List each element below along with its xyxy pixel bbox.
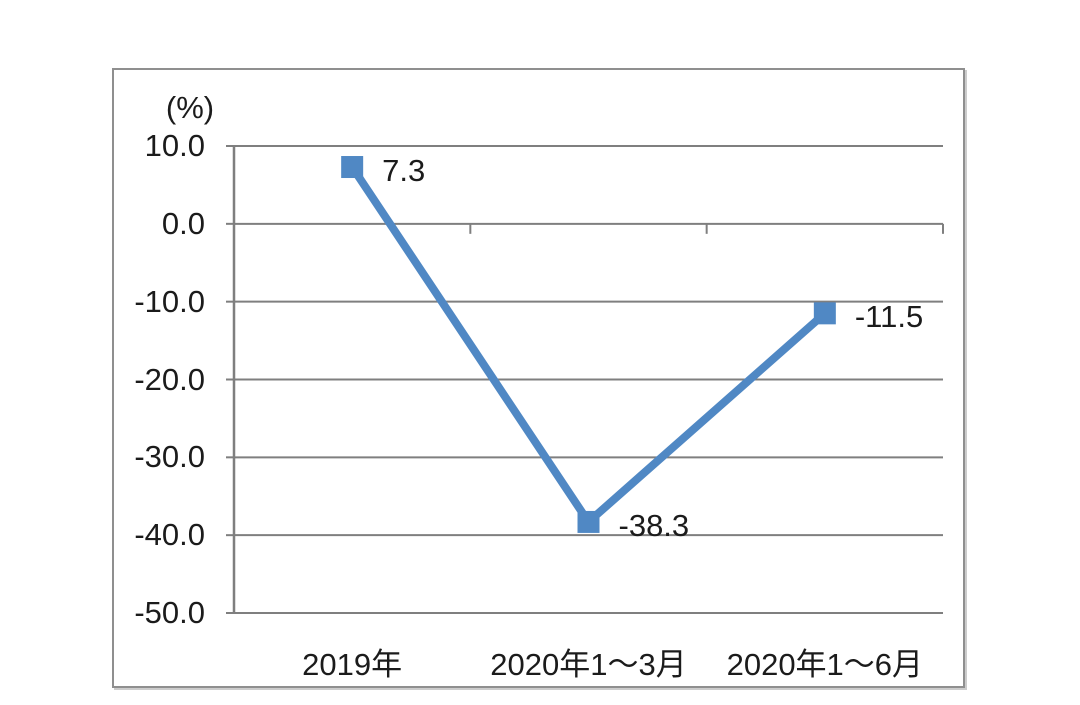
data-label: 7.3 [382,153,426,188]
data-label: -11.5 [854,299,924,335]
y-axis-tick-label: -50.0 [134,595,205,630]
y-axis-tick-label: -20.0 [134,361,205,397]
data-label: -38.3 [618,507,690,543]
y-axis-tick-label: 0.0 [161,205,205,241]
plot-area [226,145,944,614]
line-chart-panel: (%) 10.0 0.0 -10.0 -20.0 -30.0 -40.0 -50.0 7.3 -… [112,68,965,688]
y-axis-tick-label: -10.0 [134,283,205,319]
y-axis-unit-label: (%) [165,90,215,125]
x-axis-category-label: 2020年1～3月 [490,647,687,682]
y-axis-tick-label: -40.0 [134,517,205,553]
x-axis-category-label: 2019年 [302,647,403,682]
data-point-marker [813,302,836,325]
y-axis-tick-label: 10.0 [144,128,205,163]
y-axis-tick-label: -30.0 [134,439,205,475]
data-point-marker [577,510,600,533]
data-line [348,164,828,526]
data-point-marker [341,156,364,179]
x-axis-category-label: 2020年1～6月 [726,647,924,682]
